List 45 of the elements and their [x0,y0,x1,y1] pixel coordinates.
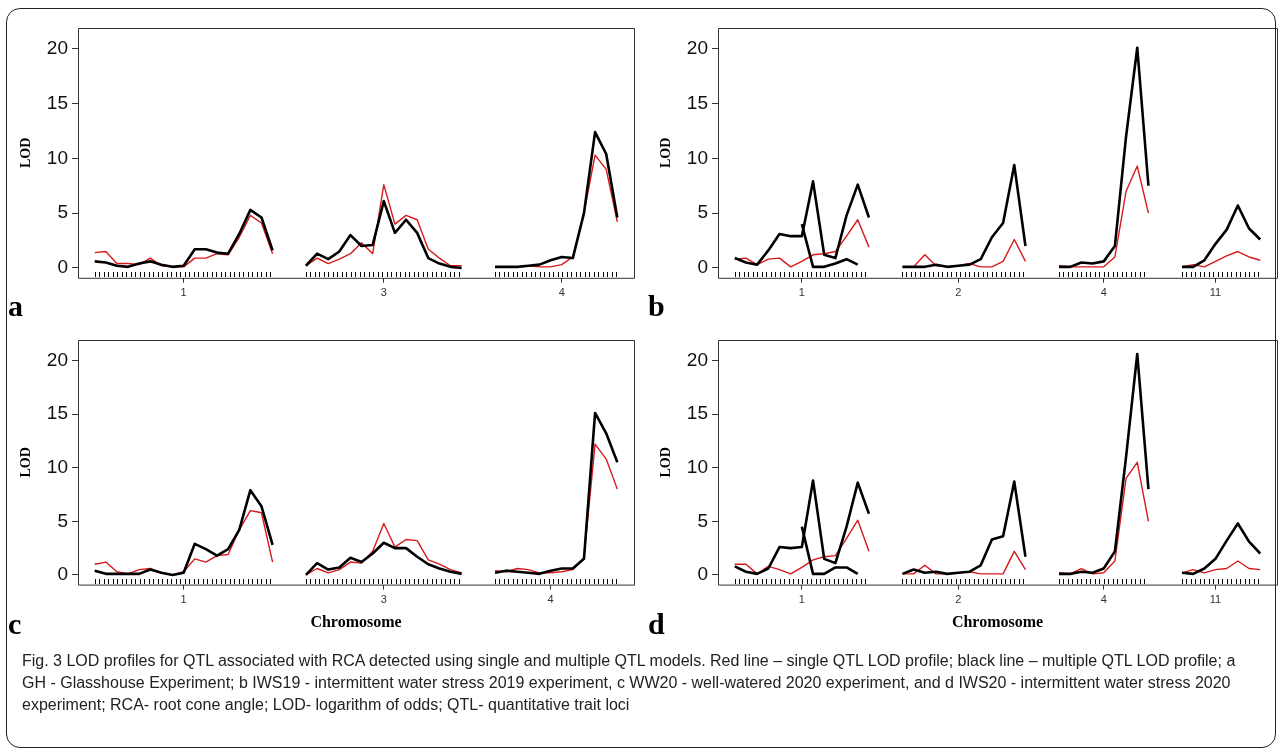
y-tick-label: 5 [697,509,708,531]
y-tick-label: 10 [46,455,68,477]
y-tick-label: 20 [686,37,708,59]
x-tick-label: 4 [547,593,554,606]
x-tick-label: 1 [180,286,187,299]
y-axis-title: LOD [18,447,34,478]
x-tick-label: 11 [1209,286,1222,299]
y-tick-label: 0 [697,256,708,278]
text: d [648,607,665,640]
x-tick-label: 11 [1209,593,1222,606]
y-tick-label: 15 [686,402,708,424]
y-axis-title: LOD [658,137,674,169]
x-tick-label: 1 [798,286,805,299]
y-tick-label: 5 [57,509,68,531]
y-axis-title: LOD [18,137,34,169]
y-tick-label: 15 [46,91,68,113]
x-tick-label: 2 [955,286,962,299]
x-tick-label: 3 [380,286,387,299]
y-tick-label: 20 [46,37,68,59]
text: c [8,607,22,640]
x-tick-label: 1 [798,593,805,606]
y-axis-title: LOD [658,447,674,478]
y-tick-label: 0 [57,256,68,278]
y-tick-label: 10 [686,146,708,168]
y-tick-label: 0 [57,563,68,585]
caption: Fig. 3 LOD profiles for QTL associated with RCA detected using single and multiple QTL models. Red line – single QTL LOD profile; black line – multiple QTL LOD profile; a GH - Glasshouse Experiment; b IWS19 - intermittent water stress 2019 experiment, c WW20 - well-watered 2020 experiment, and d IWS20 - intermittent water stress 2020 experiment; RCA- root cone angle; LOD- logarithm of odds; QTL- quantitative trait loci [22,651,1237,715]
y-tick-label: 5 [697,201,708,223]
y-tick-label: 15 [686,91,708,113]
y-tick-label: 20 [686,348,708,370]
text: a [8,289,23,322]
y-tick-label: 10 [686,455,708,477]
x-tick-label: 3 [380,593,387,606]
x-tick-label: 2 [955,593,962,606]
y-tick-label: 20 [46,348,68,370]
y-tick-label: 15 [46,402,68,424]
x-axis-title: Chromosome [951,612,1044,630]
y-tick-label: 10 [46,146,68,168]
x-tick-label: 4 [1100,286,1107,299]
x-tick-label: 4 [558,286,565,299]
x-tick-label: 4 [1100,593,1107,606]
text: b [648,289,665,322]
y-tick-label: 0 [697,563,708,585]
x-axis-title: Chromosome [310,612,402,630]
x-tick-label: 1 [180,593,187,606]
y-tick-label: 5 [57,201,68,223]
